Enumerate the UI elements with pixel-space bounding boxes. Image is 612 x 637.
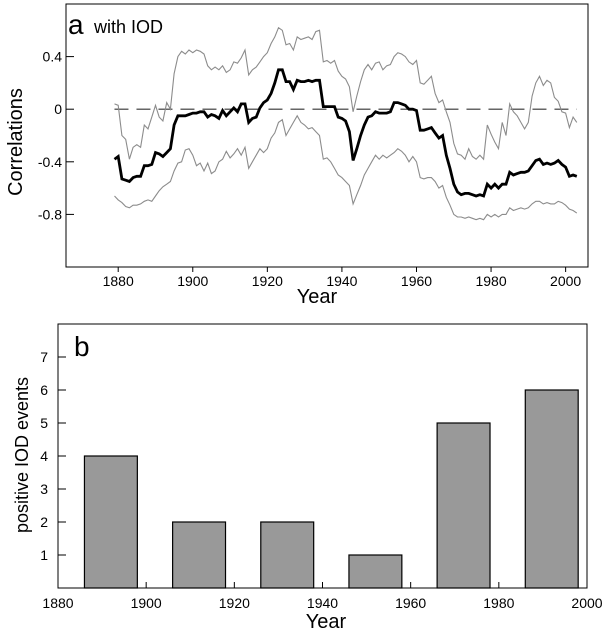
panel-b-y-tick-label: 7 xyxy=(40,349,48,365)
panel-b-x-tick-label: 1920 xyxy=(219,595,250,611)
panel-b-y-tick-label: 1 xyxy=(40,547,48,563)
bar-3 xyxy=(260,521,315,589)
panel-b: b 1 2 3 4 5 6 7 1880 1900 1920 1940 1960 1980 2000 p… xyxy=(12,323,603,633)
panel-a-y-tick-label: 0 xyxy=(54,101,62,117)
panel-a-x-tick-label: 1940 xyxy=(326,273,357,289)
panel-b-y-tick-label: 2 xyxy=(40,514,48,530)
panel-a-y-tick-label: 0.4 xyxy=(43,49,63,65)
panel-b-x-tick-label: 2000 xyxy=(571,595,602,611)
panel-b-bars xyxy=(83,389,579,589)
panel-b-y-tick-label: 6 xyxy=(40,382,48,398)
correlation-line xyxy=(113,68,578,198)
panel-a-x-ticks: 1880 1900 1920 1940 1960 1980 2000 xyxy=(103,267,581,289)
panel-a-x-tick-label: 1980 xyxy=(475,273,506,289)
panel-a-x-tick-label: 1960 xyxy=(401,273,432,289)
bar-5 xyxy=(436,422,491,589)
panel-a-letter: a xyxy=(68,9,84,40)
panel-b-y-tick-label: 3 xyxy=(40,481,48,497)
panel-a-title: with IOD xyxy=(93,17,163,37)
panel-b-y-tick-label: 5 xyxy=(40,415,48,431)
panel-b-x-tick-label: 1900 xyxy=(131,595,162,611)
panel-a-x-tick-label: 1900 xyxy=(177,273,208,289)
bar-4 xyxy=(348,554,403,589)
panel-b-letter: b xyxy=(74,331,90,362)
lower-bound-line xyxy=(114,114,578,221)
bar-6 xyxy=(524,389,579,589)
panel-b-x-tick-label: 1880 xyxy=(42,595,73,611)
panel-a: a with IOD 0.4 0 -0.4 -0.8 1880 1900 1920 1940… xyxy=(5,3,589,308)
panel-b-x-ticks: 1880 1900 1920 1940 1960 1980 2000 xyxy=(42,582,603,611)
panel-a-x-tick-label: 1920 xyxy=(252,273,283,289)
panel-a-y-ticks: 0.4 0 -0.4 -0.8 xyxy=(38,49,74,222)
panel-a-frame xyxy=(65,3,589,268)
panel-a-x-axis-label: Year xyxy=(297,286,338,308)
panel-b-y-tick-label: 4 xyxy=(40,448,48,464)
panel-b-y-axis-label: positive IOD events xyxy=(12,377,32,533)
panel-a-y-axis-label: Correlations xyxy=(5,88,27,196)
bar-1 xyxy=(83,455,138,589)
panel-b-y-ticks: 1 2 3 4 5 6 7 xyxy=(40,349,66,563)
bar-2 xyxy=(172,521,227,589)
panel-a-x-tick-label: 1880 xyxy=(103,273,134,289)
panel-b-x-tick-label: 1960 xyxy=(395,595,426,611)
panel-a-y-tick-label: -0.4 xyxy=(38,154,62,170)
panel-a-y-tick-label: -0.8 xyxy=(38,206,62,222)
panel-a-x-tick-label: 2000 xyxy=(550,273,581,289)
panel-b-x-tick-label: 1980 xyxy=(483,595,514,611)
upper-bound-line xyxy=(114,26,578,161)
panel-b-x-tick-label: 1940 xyxy=(307,595,338,611)
panel-b-x-axis-label: Year xyxy=(306,611,347,633)
